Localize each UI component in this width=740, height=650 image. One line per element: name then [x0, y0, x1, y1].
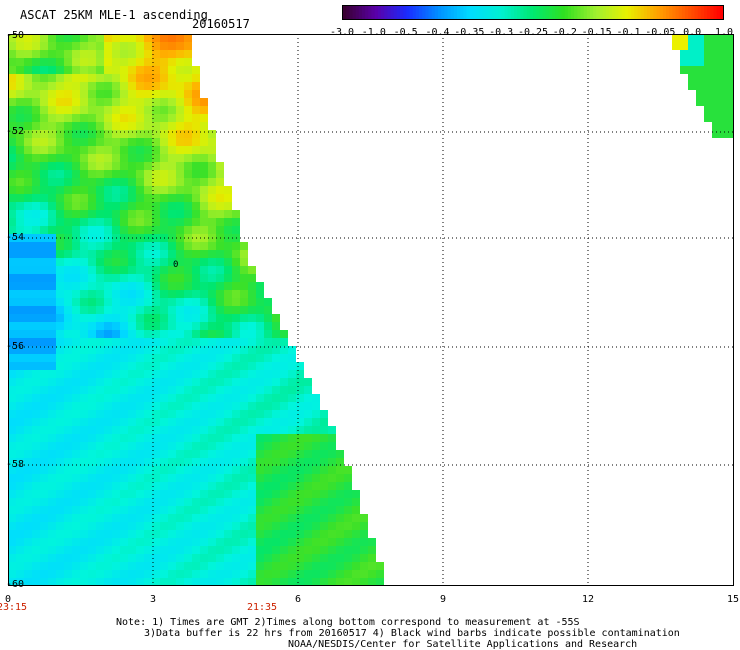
x-axis-label: 12: [581, 594, 595, 605]
x-axis-label: 0: [4, 594, 12, 605]
colorbar-label: -3.0: [329, 27, 355, 38]
colorbar-label: -0.1: [616, 27, 641, 38]
colorbar-label: 0.0: [683, 27, 702, 38]
y-axis-label: -52: [6, 126, 25, 137]
note-line-1: Note: 1) Times are GMT 2)Times along bot…: [116, 617, 580, 628]
x-axis-label: 9: [439, 594, 447, 605]
time-label-left: 23:15: [0, 602, 28, 613]
y-axis-label: -58: [6, 459, 25, 470]
plot-frame: [8, 34, 734, 586]
time-label-mid: 21:35: [246, 602, 278, 613]
colorbar-label: -0.2: [552, 27, 577, 38]
colorbar-label: -0.3: [489, 27, 514, 38]
colorbar-label: -0.25: [517, 27, 549, 38]
note-line-3: NOAA/NESDIS/Center for Satellite Applica…: [288, 639, 638, 650]
colorbar-label: -0.05: [645, 27, 676, 38]
map-date: 20160517: [192, 17, 250, 31]
grid-lines: [8, 34, 734, 586]
colorbar-label: -1.0: [361, 27, 386, 38]
colorbar: [342, 5, 724, 20]
x-axis-label: 3: [149, 594, 157, 605]
y-axis-label: -50: [6, 30, 25, 41]
x-axis-label: 15: [726, 594, 740, 605]
colorbar-label: -0.15: [581, 27, 612, 38]
colorbar-label: 1.0: [714, 27, 734, 38]
x-axis-label: 6: [294, 594, 302, 605]
y-axis-label: -56: [6, 341, 25, 352]
colorbar-label: -0.35: [454, 27, 485, 38]
y-axis-label: -54: [6, 232, 25, 243]
map-plot: 0: [8, 34, 734, 586]
swath-data: [8, 34, 734, 586]
contour-label: 0: [173, 260, 178, 270]
y-axis-label: -60: [6, 579, 25, 590]
colorbar-label: -0.5: [393, 27, 418, 38]
note-line-2: 3)Data buffer is 22 hrs from 20160517 4)…: [144, 628, 680, 639]
map-title: ASCAT 25KM MLE-1 ascending: [20, 8, 208, 22]
colorbar-label: -0.4: [425, 27, 450, 38]
